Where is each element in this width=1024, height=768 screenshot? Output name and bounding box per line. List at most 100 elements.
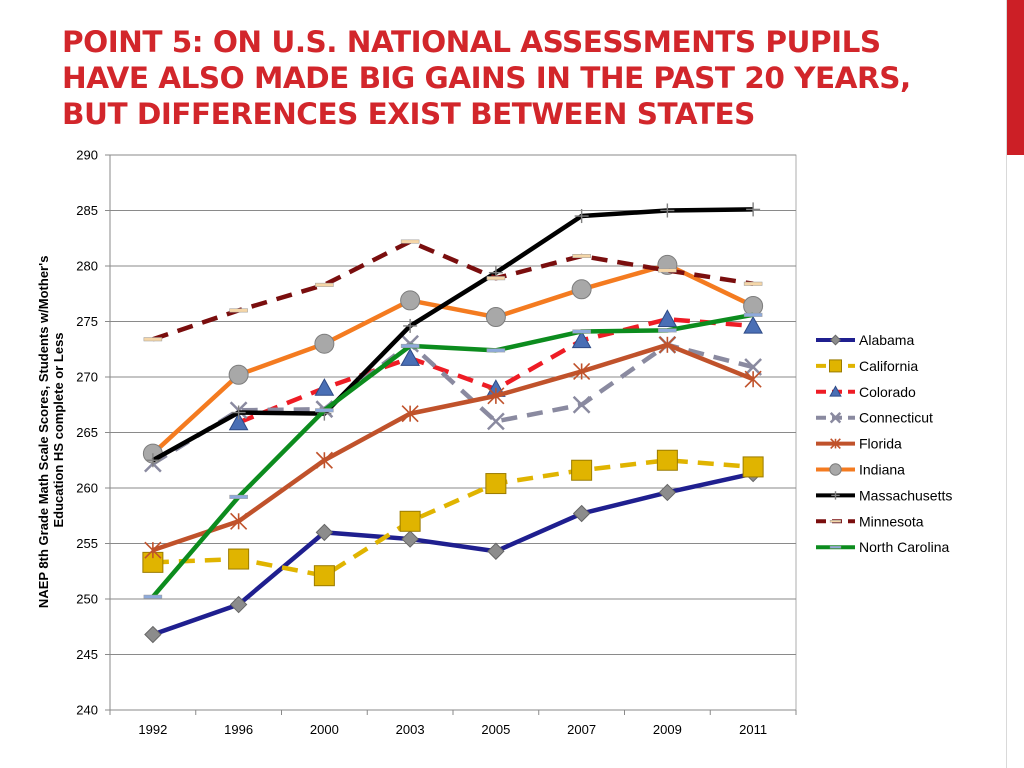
legend: Alabama California Colorado Connecticut Flor… [816, 332, 952, 555]
data-point-minnesota [143, 337, 163, 342]
data-point-indiana [743, 295, 764, 316]
legend-label-north-carolina: North Carolina [859, 539, 949, 555]
legend-label-massachusetts: Massachusetts [859, 487, 952, 503]
data-point-minnesota [486, 276, 506, 281]
y-tick-label: 255 [76, 536, 98, 551]
data-point-california [485, 473, 507, 495]
data-point-north-carolina [743, 312, 763, 317]
data-point-alabama [658, 483, 677, 502]
data-point-north-carolina [143, 594, 163, 599]
data-point-florida [744, 370, 762, 388]
data-point-alabama [144, 625, 162, 644]
data-point-massachusetts [403, 318, 418, 333]
y-tick-label: 290 [76, 148, 98, 163]
data-point-minnesota [315, 282, 334, 287]
legend-marker-indiana [829, 463, 842, 476]
data-point-minnesota [400, 239, 420, 244]
y-axis-label-line-2: Education HS complete or Less [51, 332, 66, 527]
legend-marker-massachusetts [831, 491, 840, 500]
legend-marker-colorado [829, 385, 842, 397]
data-point-minnesota [658, 268, 677, 273]
x-tick-label: 2007 [567, 722, 596, 737]
series-north-carolina [143, 312, 763, 599]
data-point-colorado [571, 330, 592, 349]
legend-item-california: California [816, 358, 918, 374]
series-california [142, 449, 764, 587]
data-point-indiana [314, 333, 335, 354]
legend-marker-connecticut [829, 412, 842, 424]
data-point-alabama [401, 530, 419, 548]
y-tick-label: 275 [76, 314, 98, 329]
data-point-florida [573, 362, 591, 381]
x-tick-label: 2011 [739, 722, 767, 737]
data-point-minnesota [229, 308, 248, 313]
y-tick-label: 280 [76, 259, 98, 274]
data-point-connecticut [486, 412, 505, 431]
legend-marker-florida [830, 438, 841, 449]
legend-label-alabama: Alabama [859, 332, 914, 348]
accent-divider [1006, 0, 1007, 768]
y-tick-label: 250 [76, 592, 98, 607]
data-point-massachusetts [660, 203, 675, 218]
series-line-connecticut [151, 341, 754, 466]
y-tick-label: 265 [76, 425, 98, 440]
data-point-florida [144, 541, 162, 559]
data-point-minnesota [572, 254, 591, 259]
data-point-minnesota [743, 281, 763, 286]
series-line-alabama [152, 471, 754, 637]
legend-marker-california [829, 359, 842, 373]
y-axis-label-line-1: NAEP 8th Grade Math Scale Scores, Studen… [36, 256, 51, 609]
series-alabama [144, 464, 762, 644]
line-chart: 1992 1996 2000 2003 2005 2007 2009 2011 2402452… [36, 148, 952, 738]
data-point-alabama [487, 542, 505, 560]
series-massachusetts [145, 202, 761, 468]
data-point-connecticut [572, 395, 591, 414]
series-line-florida [152, 342, 754, 553]
data-point-north-carolina [315, 408, 334, 413]
data-point-colorado [657, 309, 678, 327]
series-line-colorado [237, 317, 754, 425]
legend-label-colorado: Colorado [859, 384, 916, 400]
data-point-north-carolina [658, 328, 677, 333]
data-point-alabama [229, 595, 248, 614]
data-point-connecticut [744, 358, 763, 376]
data-point-florida [487, 387, 505, 405]
data-point-massachusetts [746, 202, 761, 217]
y-tick-label: 270 [76, 370, 98, 385]
data-point-california [742, 456, 764, 478]
x-tick-label: 2005 [481, 722, 510, 737]
data-point-indiana [228, 364, 249, 385]
data-point-massachusetts [231, 405, 246, 420]
legend-item-indiana: Indiana [816, 462, 905, 478]
x-tick-label: 1992 [138, 722, 167, 737]
legend-marker-minnesota [829, 520, 842, 523]
data-point-colorado [314, 378, 335, 396]
data-point-north-carolina [400, 343, 420, 348]
series-indiana [142, 254, 764, 464]
y-axis: 240 245 250 255 260 265 270 275 280 285 290 [76, 148, 111, 718]
data-point-indiana [485, 307, 506, 328]
series-line-minnesota [152, 239, 754, 342]
x-tick-label: 2009 [653, 722, 682, 737]
legend-label-minnesota: Minnesota [859, 513, 924, 529]
data-point-florida [401, 405, 419, 423]
legend-label-connecticut: Connecticut [859, 410, 933, 426]
legend-item-massachusetts: Massachusetts [816, 487, 952, 503]
y-tick-label: 240 [76, 703, 98, 718]
data-point-california [399, 510, 421, 532]
data-point-indiana [400, 290, 421, 311]
accent-bar [1007, 0, 1024, 155]
data-point-california [228, 548, 250, 570]
legend-item-north-carolina: North Carolina [816, 539, 949, 555]
data-point-massachusetts [574, 209, 589, 224]
y-axis-label: NAEP 8th Grade Math Scale Scores, Studen… [36, 252, 66, 608]
plot-series [142, 202, 764, 644]
data-point-california [571, 459, 593, 481]
data-point-north-carolina [486, 348, 506, 353]
data-point-alabama [572, 504, 591, 523]
slide-title: POINT 5: ON U.S. NATIONAL ASSESSMENTS PU… [62, 25, 911, 131]
series-florida [144, 336, 762, 559]
legend-label-california: California [859, 358, 918, 374]
gridlines [109, 154, 797, 711]
data-point-florida [658, 336, 676, 354]
